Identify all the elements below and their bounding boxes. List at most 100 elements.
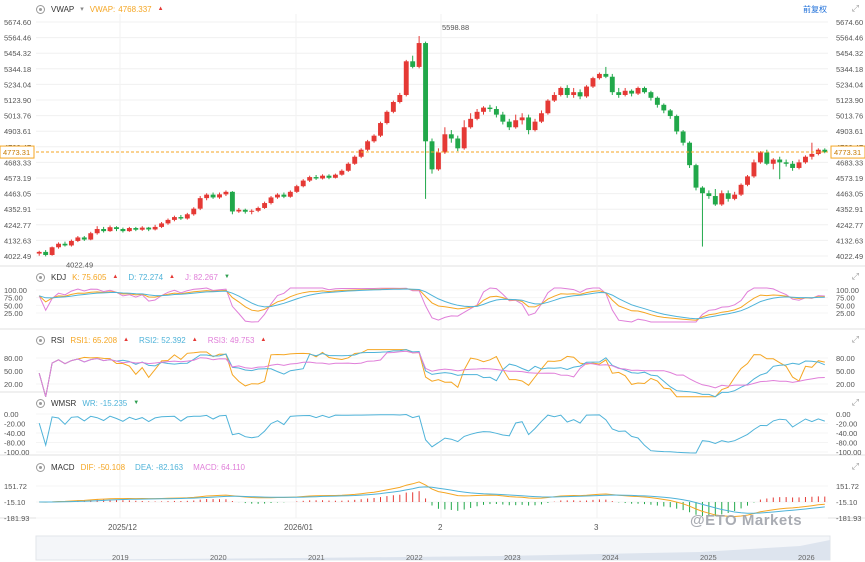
- candle-body: [564, 87, 570, 95]
- candle-body: [262, 203, 268, 208]
- candle-body: [764, 152, 770, 164]
- vwap-label: VWAP:: [89, 4, 116, 14]
- candle-body: [481, 107, 486, 112]
- expand-icon[interactable]: ⤢: [851, 397, 859, 407]
- candle-body: [320, 175, 325, 179]
- candle-body: [313, 177, 319, 179]
- chevron-down-icon[interactable]: ▾: [80, 6, 84, 13]
- candle-body: [184, 214, 190, 219]
- candle-body: [339, 170, 345, 175]
- low-price-label: 4022.49: [66, 260, 93, 269]
- price-tick-left: 4463.05: [4, 190, 31, 199]
- wmsr-tick-right: -100.00: [836, 448, 861, 457]
- candle-body: [197, 198, 203, 209]
- expand-icon[interactable]: ⤢: [851, 461, 859, 471]
- candle-body: [146, 227, 152, 230]
- price-tick-right: 5013.76: [836, 112, 863, 121]
- navigator-year: 2020: [210, 553, 227, 562]
- candle-body: [191, 208, 197, 215]
- main-indicator-name[interactable]: VWAP: [51, 4, 75, 14]
- candle-body: [210, 194, 216, 198]
- wr-label: WR:: [82, 398, 98, 408]
- kdj-k-line: [38, 288, 825, 321]
- rsi-tick-left: 80.00: [4, 354, 23, 363]
- candle-body: [384, 111, 390, 124]
- candle-body: [609, 76, 615, 93]
- price-tick-left: 5454.32: [4, 49, 31, 58]
- gear-icon[interactable]: [36, 4, 45, 14]
- adjust-button[interactable]: 前复权: [803, 5, 827, 14]
- expand-icon[interactable]: ⤢: [851, 334, 859, 344]
- navigator-year: 2026: [798, 553, 815, 562]
- candle-body: [751, 162, 757, 177]
- candle-body: [365, 141, 371, 150]
- candle-body: [178, 217, 184, 219]
- price-tick-left: 4242.77: [4, 221, 31, 230]
- candle-body: [81, 237, 87, 240]
- kdj-d-label: D:: [128, 272, 137, 282]
- rsi3-line: [38, 350, 825, 397]
- macd-header: MACD DIF: -50.108 DEA: -82.163 MACD: 64.…: [36, 461, 245, 473]
- arrow-up-icon: ▲: [123, 337, 130, 343]
- wmsr-tick-left: -100.00: [4, 448, 29, 457]
- candle-body: [345, 163, 351, 171]
- gear-icon[interactable]: [36, 462, 45, 472]
- wmsr-tick-right: 0.00: [836, 410, 851, 419]
- candle-body: [281, 194, 287, 197]
- candle-body: [107, 227, 113, 232]
- candle-body: [133, 228, 139, 230]
- candle-body: [75, 237, 81, 241]
- candle-body: [249, 210, 255, 212]
- candle-body: [577, 92, 583, 97]
- candle-body: [822, 149, 828, 153]
- kdj-j-value: 82.267: [193, 272, 218, 282]
- dea-value: -82.163: [155, 462, 184, 472]
- candle-body: [584, 86, 589, 97]
- candle-body: [468, 118, 474, 128]
- wmsr-tick-right: -80.00: [836, 439, 857, 448]
- candle-body: [590, 78, 596, 87]
- candle-body: [255, 207, 261, 211]
- gear-icon[interactable]: [36, 335, 45, 345]
- price-tick-left: 4022.49: [4, 252, 31, 261]
- macd-tick-right: -181.93: [836, 514, 861, 523]
- candle-body: [416, 43, 422, 67]
- price-tick-right: 5234.04: [836, 80, 863, 89]
- candle-body: [500, 114, 506, 122]
- navigator-year: 2022: [406, 553, 423, 562]
- candle-body: [732, 194, 738, 199]
- candle-body: [616, 92, 622, 95]
- candle-body: [493, 109, 499, 115]
- candle-body: [300, 180, 306, 187]
- dif: DIF: -50.108: [81, 463, 125, 472]
- candle-body: [706, 193, 712, 197]
- price-tick-right: 4242.77: [836, 221, 863, 230]
- price-tick-right: 5123.90: [836, 96, 863, 105]
- expand-icon[interactable]: ⤢: [851, 3, 859, 13]
- macd-tick-left: 151.72: [4, 482, 27, 491]
- candle-body: [783, 162, 789, 164]
- candle-body: [513, 120, 519, 128]
- current-price-label-right: 4773.31: [834, 148, 861, 157]
- price-tick-left: 5123.90: [4, 96, 31, 105]
- gear-icon[interactable]: [36, 398, 45, 408]
- rsi2: RSI2: 52.392: [139, 336, 186, 345]
- wmsr-tick-left: -20.00: [4, 420, 25, 429]
- candle-body: [642, 87, 647, 93]
- rsi-tick-left: 50.00: [4, 367, 23, 376]
- candle-body: [236, 209, 242, 212]
- gear-icon[interactable]: [36, 272, 45, 282]
- expand-icon[interactable]: ⤢: [851, 271, 859, 281]
- wr-line: [38, 413, 825, 454]
- wmsr-tick-left: -40.00: [4, 429, 25, 438]
- price-tick-left: 4132.63: [4, 236, 31, 245]
- navigator-year: 2019: [112, 553, 129, 562]
- candle-body: [159, 223, 165, 227]
- candle-body: [487, 107, 493, 110]
- kdj-j-line: [38, 287, 825, 323]
- wmsr-header: WMSR WR: -15.235 ▼: [36, 397, 139, 409]
- candle-body: [674, 116, 680, 132]
- rsi2-label: RSI2:: [139, 335, 160, 345]
- price-tick-right: 4573.19: [836, 174, 863, 183]
